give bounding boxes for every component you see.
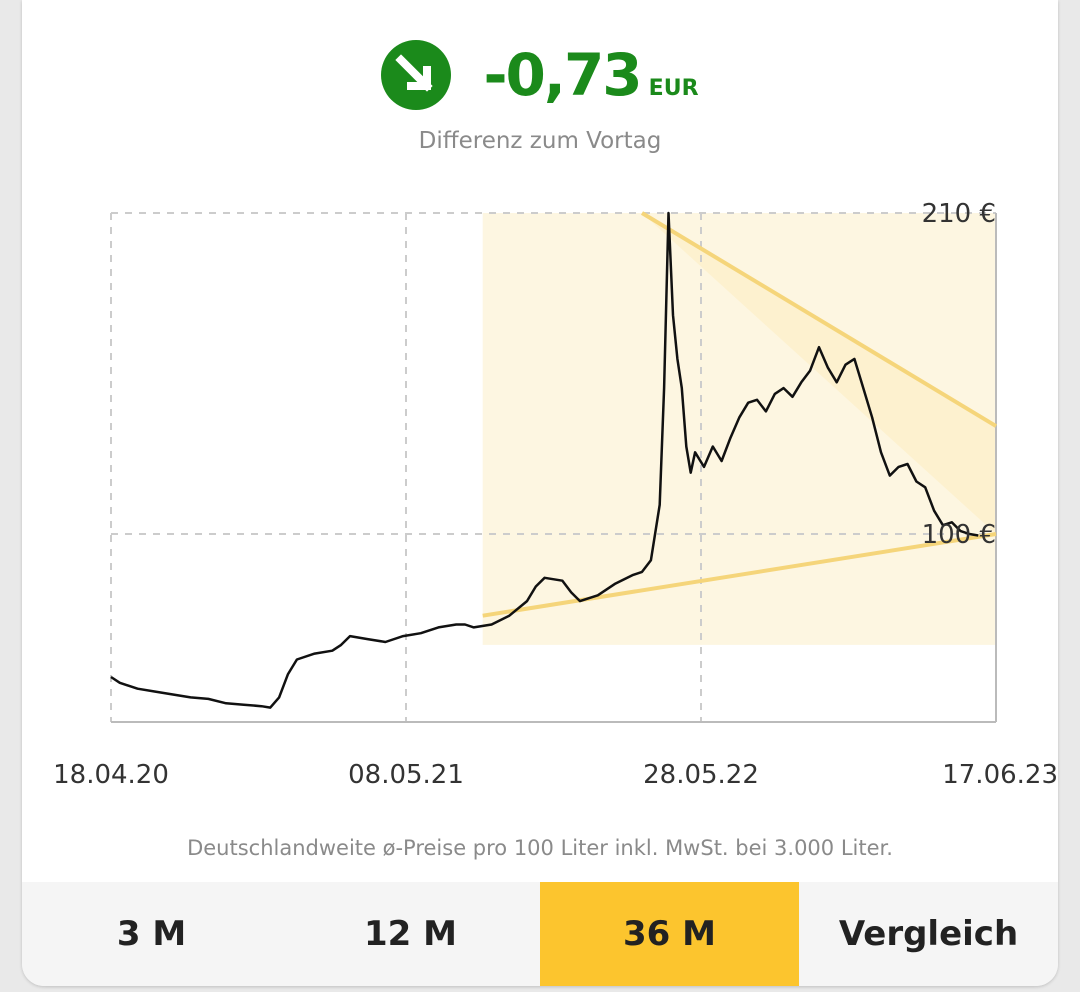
price-line	[110, 211, 979, 709]
y-tick-label: 210 €	[922, 199, 996, 229]
y-tick-label: 100 €	[922, 520, 996, 550]
tab-12m[interactable]: 12 M	[364, 914, 457, 954]
triangle-upper-line	[640, 211, 998, 428]
price-change-subtitle: Differenz zum Vortag	[418, 128, 662, 154]
price-change-value: -0,73	[483, 41, 642, 109]
x-tick-label: 08.05.21	[348, 760, 464, 790]
x-tick-label: 17.06.23	[942, 760, 1058, 790]
x-tick-label: 18.04.20	[53, 760, 169, 790]
price-change-unit: EUR	[648, 75, 699, 101]
period-tabs: 3 M 12 M 36 M Vergleich	[22, 882, 1058, 986]
price-card: -0,73 EUR Differenz zum Vortag 210 € 100 …	[22, 0, 1058, 986]
tab-3m[interactable]: 3 M	[116, 914, 187, 954]
triangle-lower-line	[482, 532, 997, 618]
x-tick-label: 28.05.22	[643, 760, 759, 790]
tab-vergleich[interactable]: Vergleich	[838, 914, 1019, 954]
triangle-fill	[642, 213, 996, 534]
tab-36m[interactable]: 36 M	[540, 882, 799, 986]
arrow-down-right-icon	[381, 40, 452, 110]
chart-footnote: Deutschlandweite ø-Preise pro 100 Liter …	[187, 836, 893, 860]
price-change-header: -0,73 EUR	[22, 40, 1058, 110]
price-chart: 210 € 100 € 18.04.20 08.05.21 28.05.22 17.06.…	[53, 199, 1058, 790]
